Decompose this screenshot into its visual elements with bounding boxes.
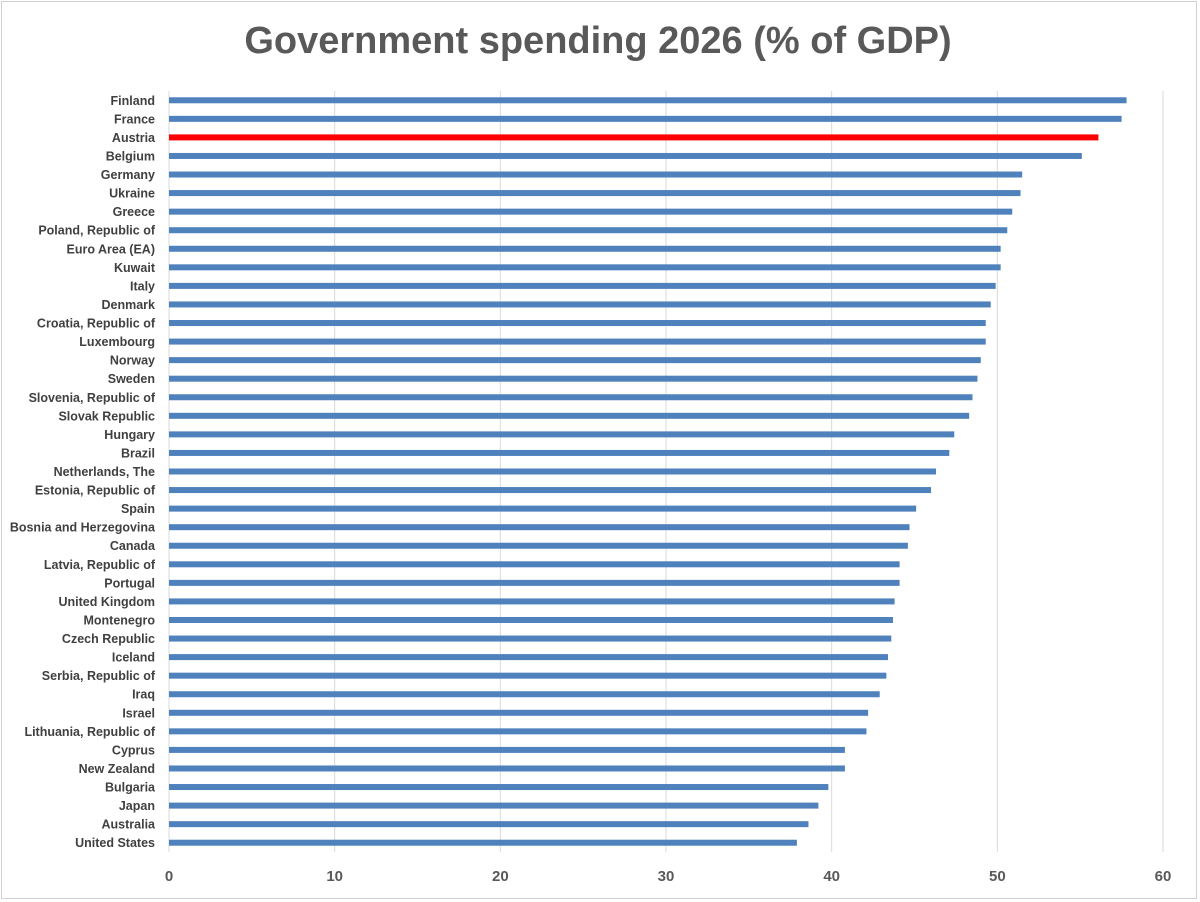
category-label: United Kingdom [58,595,155,609]
category-label: United States [75,836,155,850]
bar [169,616,893,623]
bar [169,654,888,661]
category-label: France [114,112,155,126]
category-label: Sweden [108,372,155,386]
bar [169,171,1023,178]
bar [169,635,892,642]
gridlines [168,91,1164,852]
bar [169,524,910,531]
bar [169,598,895,605]
category-label: Italy [130,279,155,293]
category-label: Netherlands, The [54,465,155,479]
category-label: Brazil [121,446,155,460]
category-label: Greece [113,205,155,219]
bar [169,746,845,753]
bar [169,691,880,698]
bar [169,152,1082,159]
bar [169,115,1122,122]
x-tick-label: 10 [326,868,343,885]
category-label: Germany [101,168,155,182]
category-label: Latvia, Republic of [44,558,156,572]
x-tick-label: 30 [658,868,675,885]
x-tick-label: 60 [1155,868,1172,885]
bars [169,97,1127,846]
category-label: Cyprus [112,743,155,757]
category-label: Austria [112,131,156,145]
chart-title: Government spending 2026 (% of GDP) [244,20,952,62]
category-label: Slovak Republic [58,409,155,423]
bar [169,338,986,345]
bar [169,505,917,512]
category-label: Croatia, Republic of [37,317,156,331]
category-label: Canada [110,539,156,553]
x-axis-tick-labels: 0 10 20 30 40 50 60 [165,868,1172,885]
bar [169,245,1001,252]
bar [169,728,867,735]
category-label: Finland [111,94,155,108]
bar [169,227,1008,234]
bar [169,468,937,475]
category-label: Iceland [112,651,155,665]
category-label: Serbia, Republic of [42,669,156,683]
bar [169,579,900,586]
bar [169,487,932,494]
category-label: Spain [121,502,155,516]
category-label: Japan [119,799,155,813]
category-label: Ukraine [109,187,155,201]
category-label: Australia [102,818,157,832]
category-label: Bosnia and Herzegovina [10,521,156,535]
category-label: Montenegro [83,613,155,627]
bar [169,357,981,364]
bar [169,784,829,791]
category-label: Kuwait [114,261,156,275]
category-label: Luxembourg [79,335,155,349]
bar [169,301,991,308]
bar [169,264,1001,271]
x-tick-label: 50 [989,868,1006,885]
category-label: Estonia, Republic of [35,484,156,498]
category-label: Euro Area (EA) [67,242,155,256]
bar [169,394,973,401]
x-tick-label: 40 [823,868,840,885]
bar [169,431,955,438]
x-tick-label: 20 [492,868,509,885]
bar [169,190,1021,197]
bar [169,561,900,568]
category-label: Lithuania, Republic of [24,725,155,739]
category-label: Slovenia, Republic of [29,391,156,405]
category-label: New Zealand [79,762,155,776]
x-tick-label: 0 [165,868,173,885]
bar [169,839,797,846]
bar [169,282,996,289]
category-label: Iraq [132,688,155,702]
bar [169,412,970,419]
category-label: Israel [122,706,155,720]
bar [169,97,1127,104]
bar [169,320,986,327]
bar [169,375,978,382]
bar [169,802,819,809]
bar [169,672,887,679]
category-label: Belgium [106,149,155,163]
bar [169,765,845,772]
bar [169,208,1013,215]
category-label: Denmark [102,298,156,312]
bar [169,709,869,716]
bar [169,542,908,549]
category-label: Portugal [104,576,155,590]
bar [169,449,950,456]
category-labels: Finland France Austria Belgium Germany Ukrain… [10,94,156,850]
bar [169,134,1099,141]
category-label: Czech Republic [62,632,155,646]
category-label: Poland, Republic of [38,224,156,238]
category-label: Hungary [104,428,155,442]
category-label: Norway [110,354,155,368]
bar [169,821,809,828]
category-label: Bulgaria [105,781,156,795]
